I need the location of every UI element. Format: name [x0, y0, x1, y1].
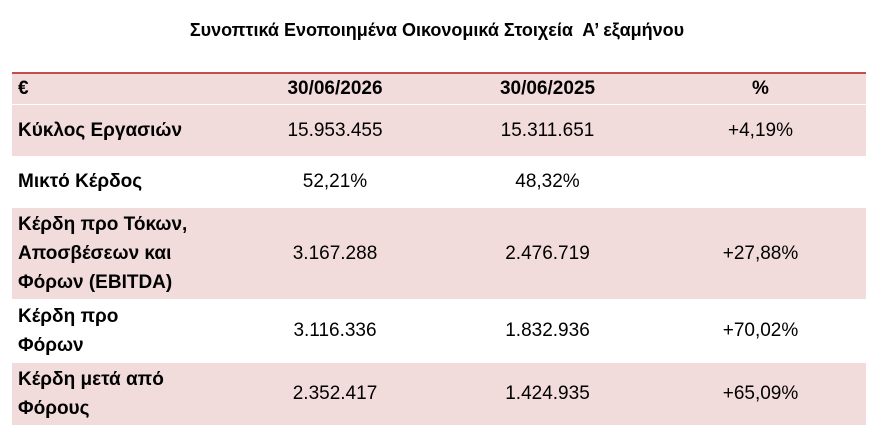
table-cell: +27,88% — [722, 242, 799, 264]
table-cell: +70,02% — [722, 320, 799, 341]
table-cell: +4,19% — [728, 119, 793, 141]
column-header: 30/06/2026 — [287, 77, 383, 99]
table-cell: 52,21% — [302, 171, 368, 192]
table-row: Μικτό Κέρδος 52,21% 48,32% — [12, 156, 866, 207]
column-header: % — [752, 77, 769, 99]
empty-cell — [655, 156, 866, 207]
table-cell: 15.953.455 — [287, 119, 383, 141]
table-cell: 48,32% — [515, 171, 580, 192]
row-label: Κέρδη μετά από Φόρους — [18, 368, 164, 419]
header-row: €30/06/2026 30/06/2025% — [12, 73, 866, 104]
table-cell: 3.167.288 — [292, 242, 378, 264]
table-cell: 3.116.336 — [293, 320, 377, 341]
title: Συνοπτικά Ενοποιημένα Οικονομικά Στοιχεί… — [189, 20, 685, 40]
column-header: 30/06/2025 — [499, 77, 596, 99]
table-row: Κύκλος Εργασιών 15.953.455 15.311.651 +4,19… — [12, 104, 866, 156]
table-body: Κύκλος Εργασιών 15.953.455 15.311.651 +4,19… — [12, 104, 866, 425]
table-cell: 2.352.417 — [292, 383, 378, 404]
column-header: € — [18, 77, 29, 99]
table-cell: 2.476.719 — [505, 242, 590, 264]
table-cell: 15.311.651 — [500, 119, 595, 141]
financial-table: €30/06/2026 30/06/2025% Κύκλος Εργασιών 15… — [12, 72, 866, 425]
table-header: €30/06/2026 30/06/2025% — [12, 73, 866, 104]
table-row: Κέρδη προ Φόρων 3.116.336 1.832.936 +70,02% — [12, 299, 866, 362]
table-row: Κέρδη μετά από Φόρους 2.352.417 1.424.935 +… — [12, 362, 866, 425]
table-row: Κέρδη προ Τόκων, Αποσβέσεων και Φόρων (E… — [12, 207, 866, 299]
table-cell: +65,09% — [722, 383, 799, 404]
row-label: Κύκλος Εργασιών — [18, 119, 183, 141]
row-label: Κέρδη προ Φόρων — [18, 305, 119, 356]
table-cell: 1.424.935 — [505, 383, 590, 404]
row-label: Μικτό Κέρδος — [18, 171, 143, 192]
table-cell: 1.832.936 — [505, 320, 590, 341]
row-label: Κέρδη προ Τόκων, Αποσβέσεων και Φόρων (E… — [18, 213, 188, 293]
